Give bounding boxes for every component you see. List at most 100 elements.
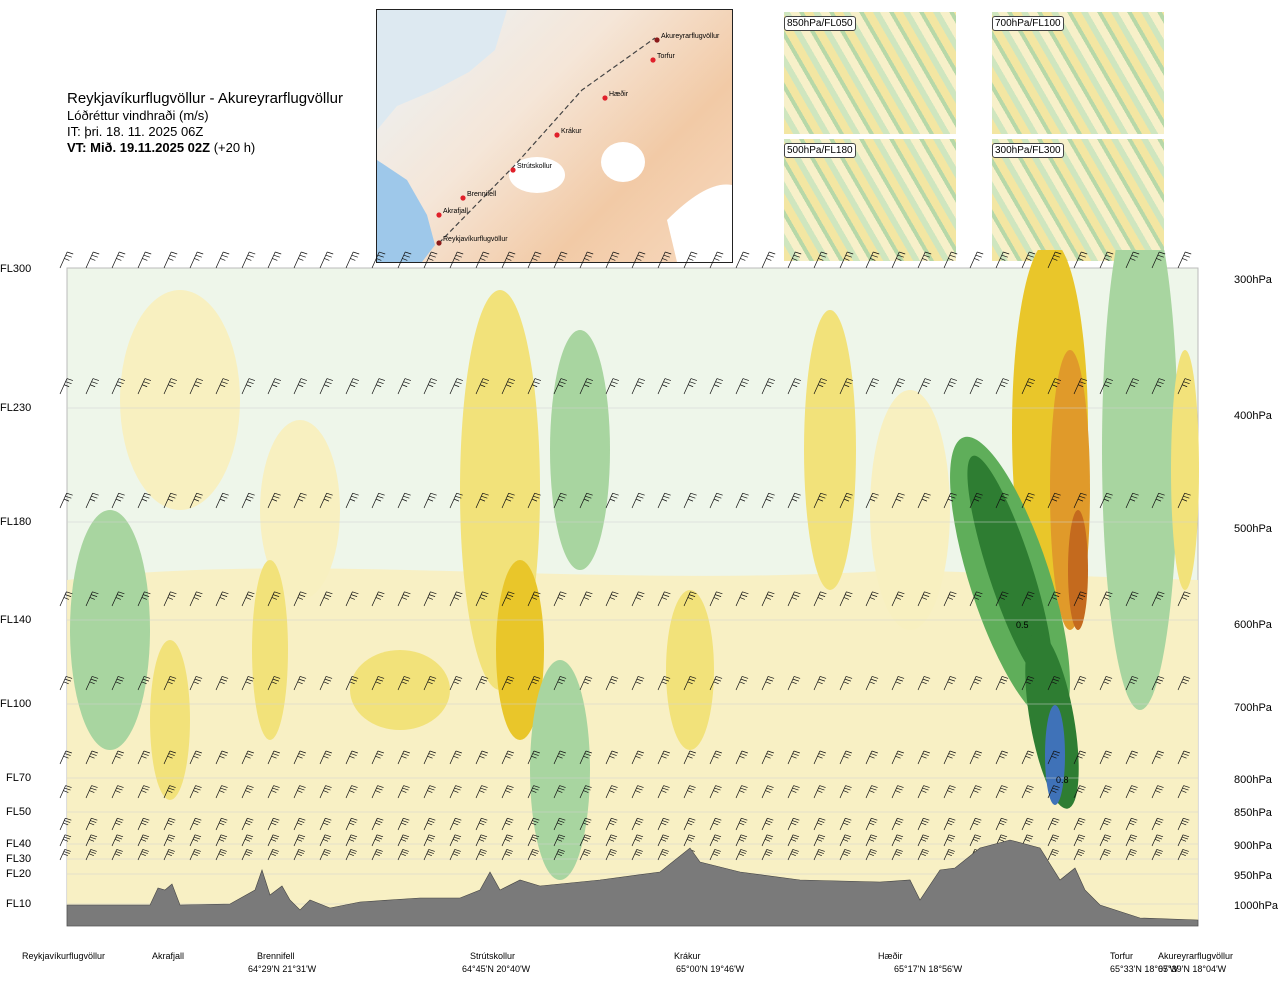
wind-barb [449, 817, 462, 831]
wind-barb [85, 849, 97, 861]
wind-barb [345, 785, 358, 799]
glacier-hofsjokull [601, 142, 645, 182]
wind-barb [397, 591, 411, 607]
wind-barb [215, 378, 230, 395]
wind-barb [865, 492, 879, 509]
wind-barb [865, 378, 880, 395]
wind-barb [397, 251, 412, 269]
wind-barb [59, 251, 74, 269]
wind-barb [657, 676, 671, 691]
wind-barb [111, 378, 126, 395]
wind-barb [293, 785, 306, 799]
wind-barb [1125, 251, 1140, 269]
wind-barb [85, 378, 100, 395]
wind-barbs [59, 251, 1192, 861]
wind-barb [839, 849, 851, 861]
wind-barb [85, 834, 98, 847]
wind-barb [917, 591, 931, 607]
wind-barb [657, 591, 671, 607]
wind-barb [423, 834, 436, 847]
wind-barb [787, 750, 800, 765]
wind-barb [319, 378, 334, 395]
wind-barb [865, 817, 878, 831]
wind-barb [1021, 817, 1034, 831]
wind-barb [501, 492, 515, 509]
wind-barb [293, 750, 306, 765]
wind-barb [371, 834, 384, 847]
route-point [510, 167, 516, 173]
wind-barb [267, 378, 282, 395]
wind-barb [657, 378, 672, 395]
mini-map-label: 300hPa/FL300 [992, 143, 1064, 158]
wind-barb [787, 378, 802, 395]
wind-barb [85, 251, 100, 269]
pressure-level-label: 800hPa [1234, 774, 1272, 786]
wind-barb [475, 834, 488, 847]
wind-barb [709, 817, 722, 831]
wind-barb [735, 378, 750, 395]
wind-barb [969, 834, 982, 847]
wind-barb [761, 785, 774, 799]
wind-barb [787, 834, 800, 847]
wind-barb [267, 676, 281, 691]
wind-barb [345, 849, 357, 861]
wind-barb [1073, 251, 1088, 269]
wind-barb [449, 251, 464, 269]
wind-barb [761, 849, 773, 861]
wind-barb [475, 251, 490, 269]
wind-barb [527, 676, 541, 691]
wind-barb [865, 849, 877, 861]
wind-barb [1021, 492, 1035, 509]
route-point-label: Akrafjall [443, 208, 468, 215]
wind-barb [423, 492, 437, 509]
wind-barb [345, 817, 358, 831]
wind-barb [1125, 849, 1137, 861]
wind-barb [709, 750, 722, 765]
wind-barb [1099, 750, 1112, 765]
wind-barb [345, 492, 359, 509]
wind-barb [319, 251, 334, 269]
wind-barb [345, 834, 358, 847]
wind-barb [735, 834, 748, 847]
wind-barb [527, 785, 540, 799]
wind-barb [631, 251, 646, 269]
flight-level-label: FL50 [6, 806, 32, 818]
wind-barb [1073, 591, 1087, 607]
wind-barb [137, 591, 151, 607]
wind-barb [1021, 251, 1036, 269]
vertical-velocity-field [67, 250, 1199, 926]
wind-barb [59, 785, 72, 799]
wind-barb [189, 492, 203, 509]
wind-barb [189, 378, 204, 395]
wind-barb [761, 817, 774, 831]
wind-barb [423, 676, 437, 691]
wind-barb [345, 251, 360, 269]
route-point-label: Hæðir [609, 90, 629, 98]
wind-barb [943, 785, 956, 799]
wind-barb [527, 817, 540, 831]
wind-barb [319, 817, 332, 831]
wind-barb [527, 492, 541, 509]
wind-barb [891, 378, 906, 395]
wind-barb [605, 676, 619, 691]
wind-barb [943, 492, 957, 509]
waypoint-name: Brennifell [257, 951, 295, 961]
wind-barb [163, 492, 177, 509]
field-region [67, 568, 1198, 926]
wind-barb [761, 251, 776, 269]
wind-barb [1177, 834, 1190, 847]
wind-barb [917, 849, 929, 861]
route-point [436, 240, 442, 246]
wind-barb [215, 492, 229, 509]
route-point [460, 195, 466, 201]
wind-barb [111, 834, 124, 847]
wind-barb [605, 834, 618, 847]
wind-barb [85, 676, 99, 691]
wind-barb [423, 849, 435, 861]
wind-barb [709, 378, 724, 395]
wind-barb [735, 251, 750, 269]
wind-barb [865, 834, 878, 847]
wind-barb [943, 251, 958, 269]
wind-barb [891, 849, 903, 861]
chart-variable: Lóðréttur vindhraði (m/s) [67, 108, 209, 123]
